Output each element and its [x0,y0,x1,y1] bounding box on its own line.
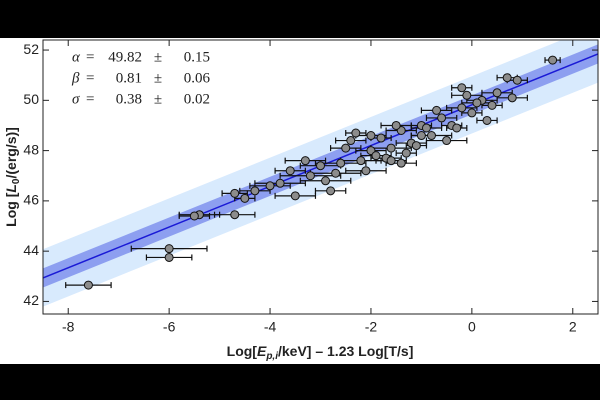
point [401,148,411,158]
point [371,151,381,161]
x-tick-label: -8 [62,319,75,335]
x-tick-label: 0 [468,319,476,335]
fit-sign: = [86,49,94,65]
point [240,193,250,203]
point [336,158,346,168]
x-tick-label: -2 [365,319,378,335]
point [346,136,356,146]
fit-error: 0.06 [184,70,211,86]
point [321,176,331,186]
point [502,73,512,83]
fit-value: 0.81 [116,70,142,86]
x-tick-label: -6 [163,319,176,335]
y-tick-label: 50 [23,91,39,107]
point [305,171,315,181]
y-tick-label: 44 [23,242,39,258]
point [285,166,295,176]
point [487,100,497,110]
point [482,115,492,125]
point [457,103,467,113]
point [356,156,366,166]
point [341,143,351,153]
fit-symbol: β [71,70,80,86]
point [230,188,240,198]
point [250,186,260,196]
x-axis-label: Log[Ep,i/keV] – 1.23 Log[T/s] [227,343,414,362]
fit-symbol: α [72,49,81,65]
point [452,123,462,133]
point [421,123,431,133]
fit-pm: ± [154,91,162,107]
point [437,113,447,123]
point [462,90,472,100]
point [275,178,285,188]
point [442,136,452,146]
point [376,133,386,143]
point [361,166,371,176]
fit-symbol: σ [72,91,80,107]
plot-area [43,40,598,307]
point [467,108,477,118]
point [548,55,558,65]
fit-value: 49.82 [108,49,142,65]
point [457,83,467,93]
point [492,88,502,98]
point [366,131,376,141]
y-tick-label: 46 [23,192,39,208]
fit-value: 0.38 [116,91,142,107]
point [507,93,517,103]
fit-sign: = [86,91,94,107]
x-tick-label: 2 [569,319,577,335]
point [300,156,310,166]
point [164,252,174,262]
point [351,128,361,138]
frame [42,39,599,315]
y-tick-label: 42 [23,292,39,308]
point [230,210,240,220]
point [386,156,396,166]
fit-pm: ± [154,49,162,65]
point [391,120,401,130]
point [472,98,482,108]
point [427,131,436,141]
point [83,280,93,290]
point [411,141,421,151]
point [290,191,300,201]
y-tick-label: 48 [23,141,39,157]
point [386,143,396,153]
point [416,131,426,141]
y-tick-label: 52 [23,41,39,57]
point [189,211,199,221]
point [164,244,174,254]
x-tick-label: -4 [264,319,277,335]
fit-pm: ± [154,70,162,86]
fit-error: 0.02 [184,91,210,107]
point [316,161,325,171]
y-axis-label: Log [L0/(erg/s)] [3,127,22,227]
point [326,186,336,196]
point [432,105,442,115]
point [396,158,406,168]
fit-error: 0.15 [184,49,210,65]
point [512,75,522,85]
point [331,168,341,178]
fit-sign: = [86,70,94,86]
point [265,181,275,191]
